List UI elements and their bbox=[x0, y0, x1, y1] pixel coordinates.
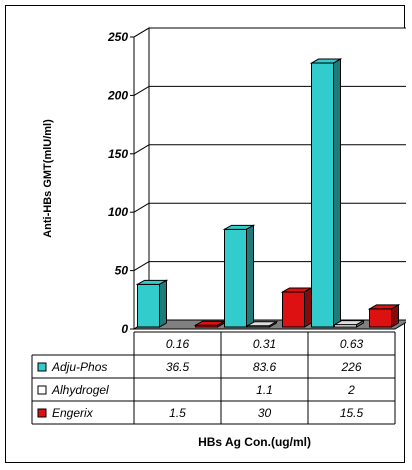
data-label: 30 bbox=[258, 406, 272, 420]
data-label: 36.5 bbox=[166, 360, 190, 374]
data-label: 1.1 bbox=[256, 383, 273, 397]
legend-label: Alhydrogel bbox=[51, 383, 109, 397]
legend-swatch-engerix bbox=[37, 408, 47, 418]
y-tick-label: 200 bbox=[107, 88, 128, 102]
y-tick-label: 150 bbox=[108, 147, 128, 161]
bar-adju-phos-2 bbox=[311, 62, 334, 328]
gridline-side bbox=[133, 85, 150, 96]
data-label: 2 bbox=[347, 383, 355, 397]
bar-chart: 0 50 100 150 200 250 Anti-HBs GMT(mlU/ml) 0.16 0… bbox=[31, 27, 406, 449]
y-tick-label: 100 bbox=[108, 205, 128, 219]
bar-side-adju-phos-0 bbox=[159, 279, 167, 328]
y-tick-label: 250 bbox=[107, 30, 128, 44]
y-tick-label: 0 bbox=[121, 322, 128, 336]
bar-engerix-2 bbox=[369, 308, 392, 328]
data-label: 83.6 bbox=[253, 360, 277, 374]
bar-engerix-1 bbox=[282, 291, 305, 328]
gridline-side bbox=[133, 202, 150, 213]
legend-label: Adju-Phos bbox=[51, 360, 107, 374]
x-axis-title: HBs Ag Con.(ug/ml) bbox=[198, 435, 311, 449]
bar-side-engerix-1 bbox=[304, 287, 312, 328]
back-wall bbox=[148, 27, 406, 321]
y-axis-title: Anti-HBs GMT(mlU/ml) bbox=[42, 119, 54, 238]
data-label: 15.5 bbox=[340, 406, 364, 420]
legend-swatch-adju-phos bbox=[37, 362, 47, 372]
category-label: 0.31 bbox=[253, 337, 276, 351]
gridline-side bbox=[133, 261, 150, 272]
gridline-side bbox=[133, 27, 150, 38]
bar-side-adju-phos-2 bbox=[333, 58, 341, 328]
bar-adju-phos-1 bbox=[224, 228, 247, 328]
gridline-side bbox=[133, 144, 150, 155]
category-label: 0.16 bbox=[166, 337, 190, 351]
chart-frame: 0 50 100 150 200 250 Anti-HBs GMT(mlU/ml) 0.16 0… bbox=[5, 5, 406, 463]
bar-side-alhydrogel-2 bbox=[356, 319, 364, 328]
bar-adju-phos-0 bbox=[137, 283, 160, 328]
bar-side-adju-phos-1 bbox=[246, 224, 254, 328]
bar-side-alhydrogel-1 bbox=[269, 320, 277, 328]
legend-swatch-alhydrogel bbox=[37, 385, 47, 395]
data-label: 226 bbox=[340, 360, 361, 374]
bar-side-engerix-2 bbox=[391, 304, 399, 328]
category-label: 0.63 bbox=[340, 337, 364, 351]
data-label: 1.5 bbox=[169, 406, 186, 420]
legend-label: Engerix bbox=[52, 406, 94, 420]
y-tick-label: 50 bbox=[115, 264, 129, 278]
